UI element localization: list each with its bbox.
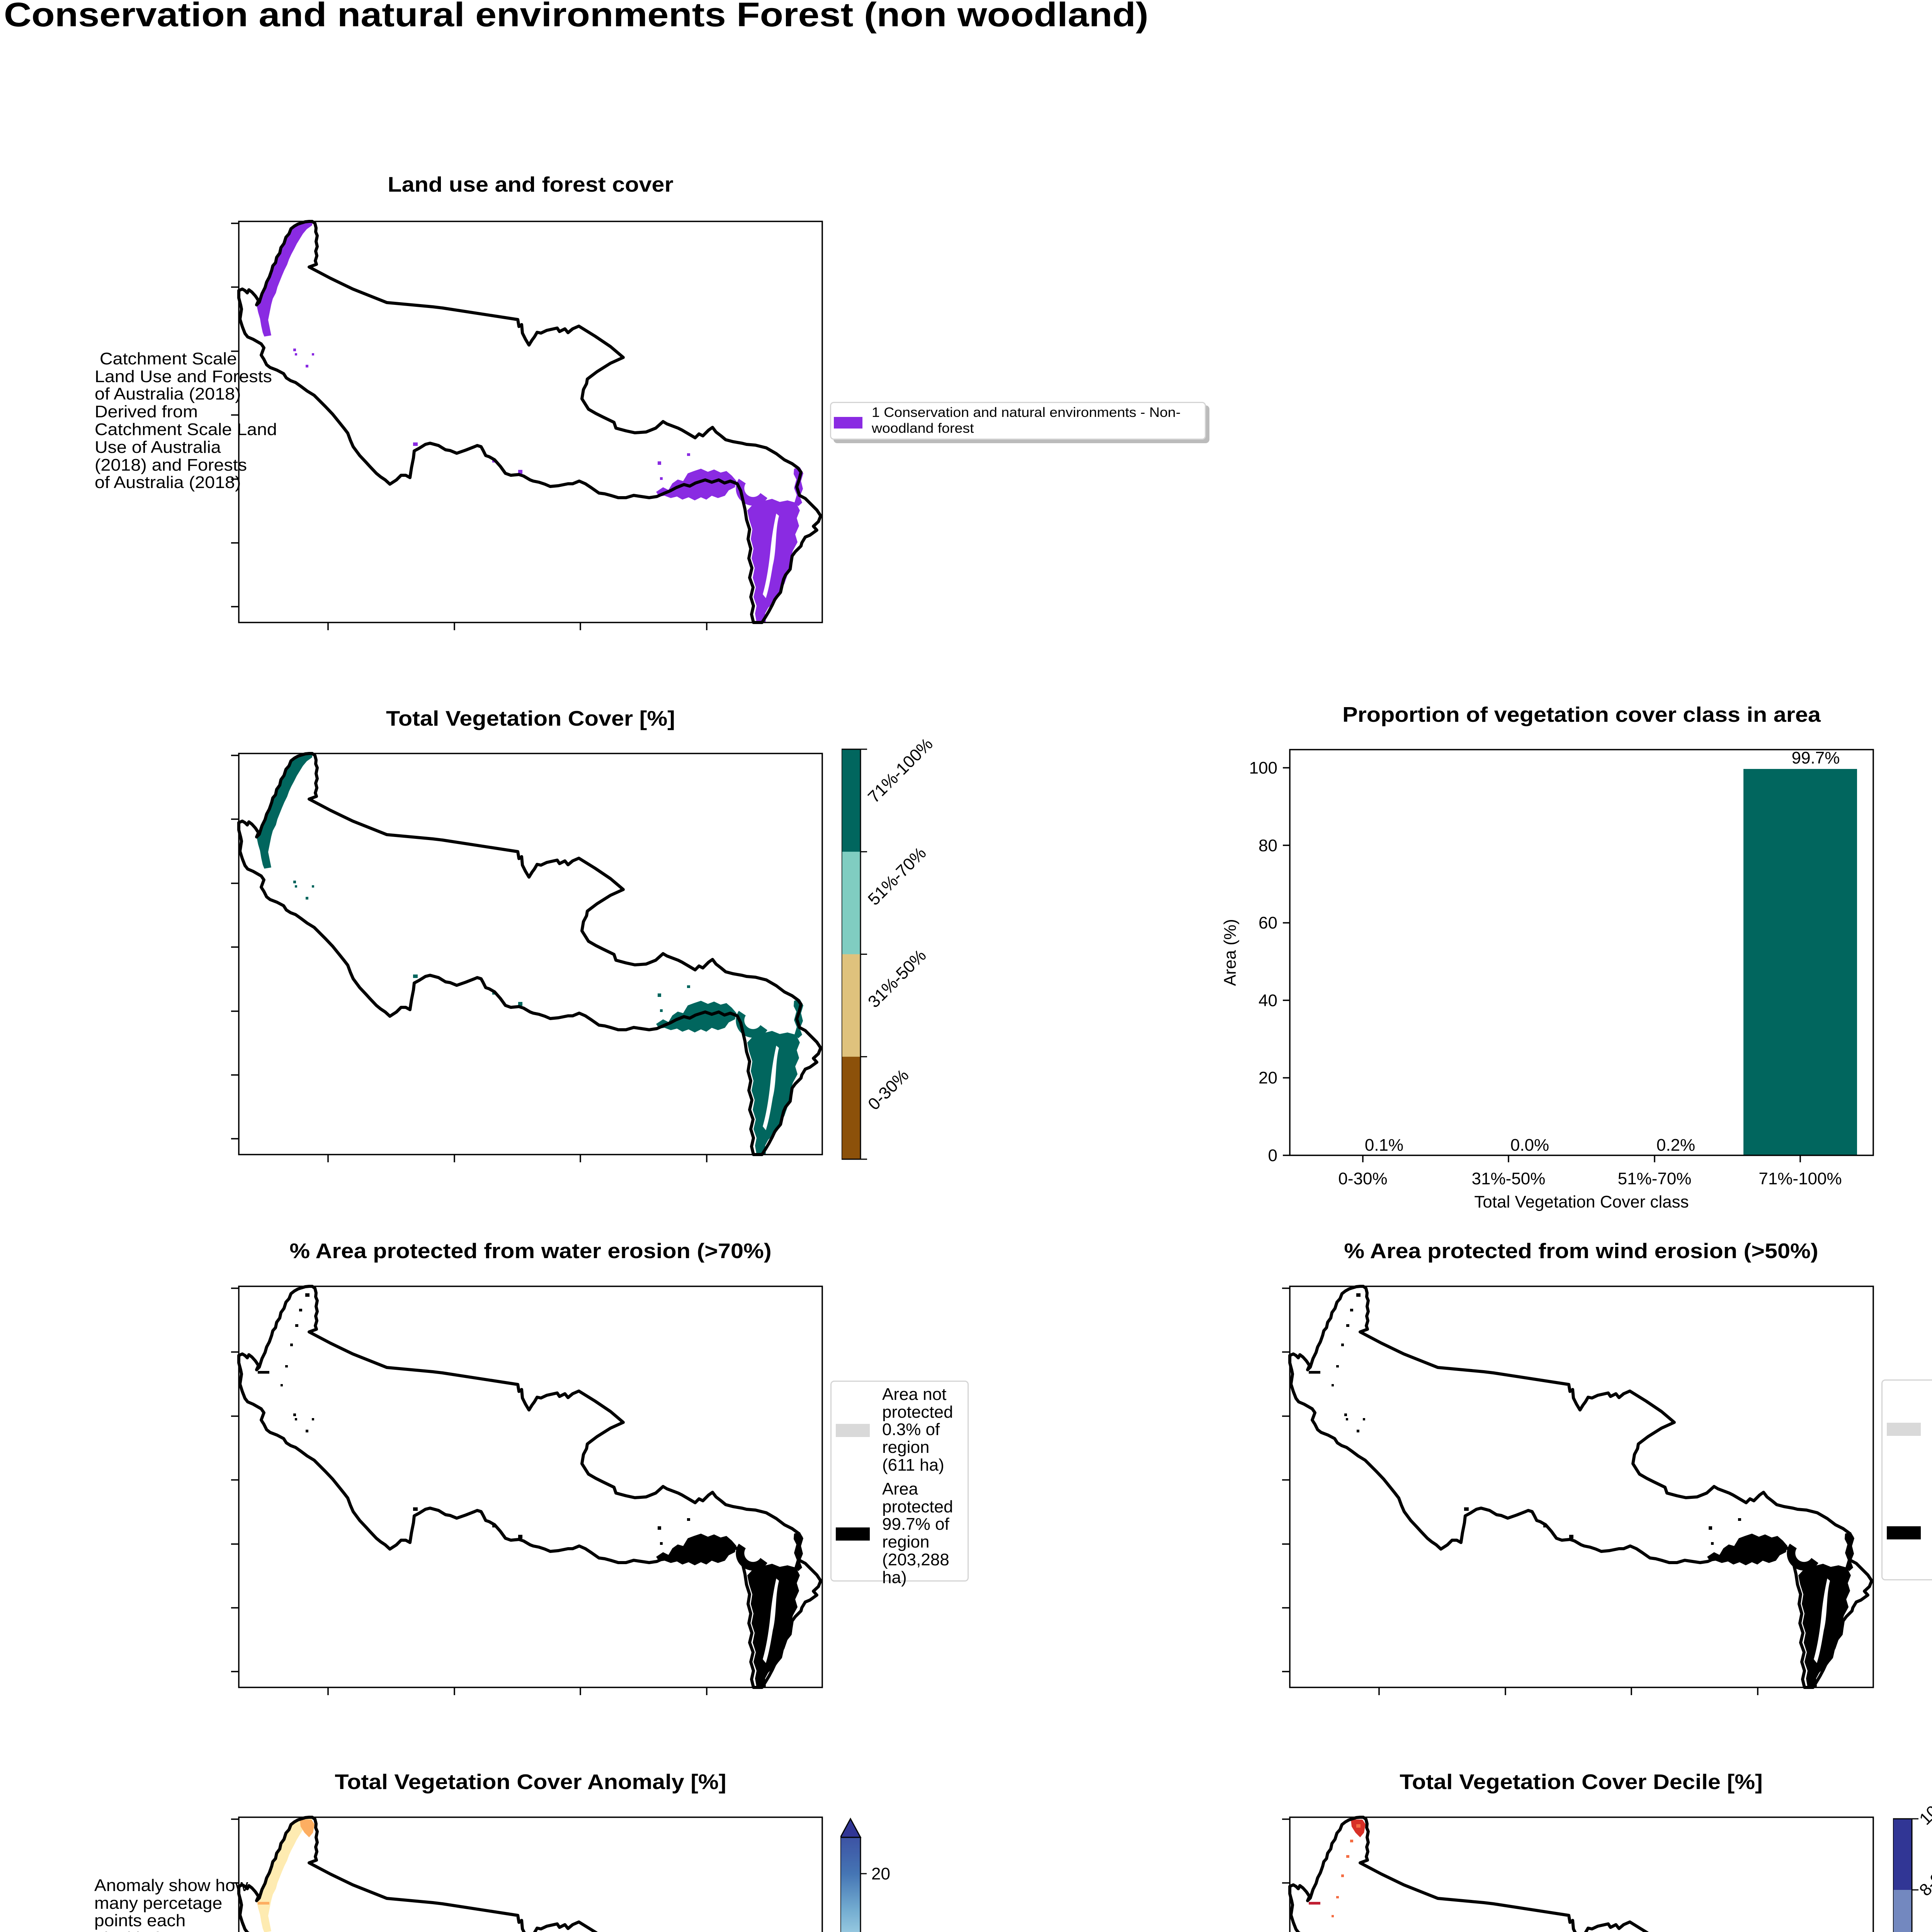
- svg-text:71%-100%: 71%-100%: [864, 735, 937, 807]
- svg-text:80: 80: [1259, 836, 1277, 855]
- svg-text:0: 0: [1268, 1146, 1277, 1165]
- svg-text:20: 20: [1259, 1068, 1277, 1087]
- svg-text:Total Vegetation Cover class: Total Vegetation Cover class: [1474, 1192, 1689, 1211]
- svg-text:0.2%: 0.2%: [1656, 1136, 1695, 1155]
- svg-text:10: 10: [1916, 1802, 1932, 1828]
- svg-text:0-30%: 0-30%: [1338, 1169, 1387, 1188]
- svg-text:40: 40: [1259, 991, 1277, 1010]
- svg-text:0-30%: 0-30%: [864, 1066, 913, 1114]
- svg-text:8-9: 8-9: [1916, 1869, 1932, 1900]
- svg-text:Area (%): Area (%): [1221, 919, 1240, 986]
- svg-text:20: 20: [871, 1864, 890, 1883]
- svg-text:60: 60: [1259, 913, 1277, 932]
- svg-text:71%-100%: 71%-100%: [1759, 1169, 1842, 1188]
- svg-text:0.0%: 0.0%: [1510, 1136, 1549, 1155]
- svg-text:51%-70%: 51%-70%: [1618, 1169, 1692, 1188]
- svg-text:31%-50%: 31%-50%: [864, 946, 930, 1012]
- svg-text:51%-70%: 51%-70%: [864, 844, 930, 909]
- svg-text:100: 100: [1249, 759, 1277, 777]
- svg-text:99.7%: 99.7%: [1792, 748, 1840, 767]
- svg-text:31%-50%: 31%-50%: [1472, 1169, 1546, 1188]
- svg-text:0.1%: 0.1%: [1365, 1136, 1403, 1155]
